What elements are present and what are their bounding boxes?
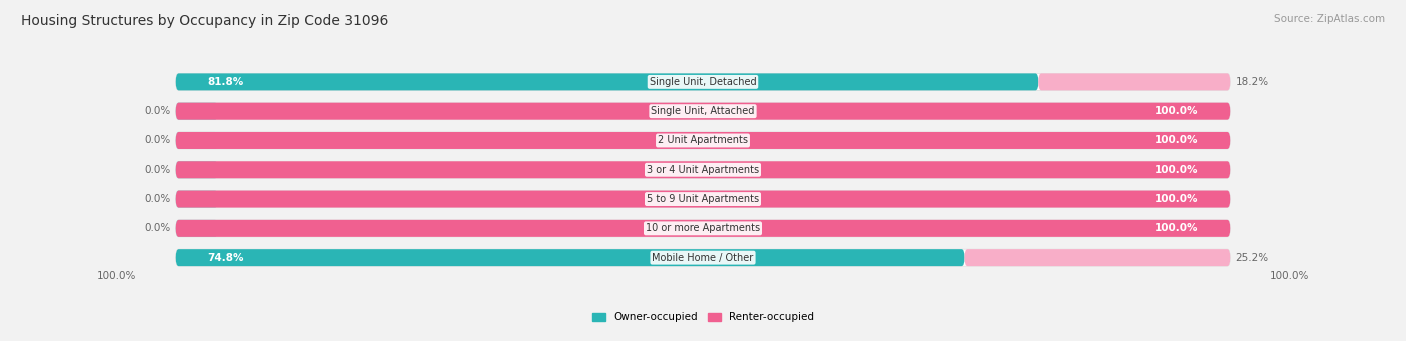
Text: 18.2%: 18.2% xyxy=(1236,77,1268,87)
FancyBboxPatch shape xyxy=(176,132,1230,149)
FancyBboxPatch shape xyxy=(176,249,1230,266)
Text: Single Unit, Attached: Single Unit, Attached xyxy=(651,106,755,116)
FancyBboxPatch shape xyxy=(176,191,218,208)
FancyBboxPatch shape xyxy=(176,161,218,178)
Text: 0.0%: 0.0% xyxy=(145,165,170,175)
Text: Housing Structures by Occupancy in Zip Code 31096: Housing Structures by Occupancy in Zip C… xyxy=(21,14,388,28)
Text: 5 to 9 Unit Apartments: 5 to 9 Unit Apartments xyxy=(647,194,759,204)
FancyBboxPatch shape xyxy=(176,220,218,237)
Text: 100.0%: 100.0% xyxy=(1156,135,1198,146)
FancyBboxPatch shape xyxy=(176,191,1230,208)
Text: 10 or more Apartments: 10 or more Apartments xyxy=(645,223,761,233)
FancyBboxPatch shape xyxy=(176,103,1230,120)
Text: 25.2%: 25.2% xyxy=(1236,253,1268,263)
FancyBboxPatch shape xyxy=(176,191,1230,208)
FancyBboxPatch shape xyxy=(176,73,1230,90)
FancyBboxPatch shape xyxy=(1039,73,1230,90)
FancyBboxPatch shape xyxy=(176,220,1230,237)
FancyBboxPatch shape xyxy=(965,249,1230,266)
Text: Single Unit, Detached: Single Unit, Detached xyxy=(650,77,756,87)
Text: Mobile Home / Other: Mobile Home / Other xyxy=(652,253,754,263)
Text: 74.8%: 74.8% xyxy=(208,253,243,263)
Text: 100.0%: 100.0% xyxy=(1156,106,1198,116)
Text: Source: ZipAtlas.com: Source: ZipAtlas.com xyxy=(1274,14,1385,24)
FancyBboxPatch shape xyxy=(176,73,1039,90)
Text: 100.0%: 100.0% xyxy=(97,271,136,281)
FancyBboxPatch shape xyxy=(176,132,218,149)
Text: 81.8%: 81.8% xyxy=(208,77,243,87)
Text: 0.0%: 0.0% xyxy=(145,135,170,146)
Text: 100.0%: 100.0% xyxy=(1156,194,1198,204)
Text: 0.0%: 0.0% xyxy=(145,106,170,116)
Text: 100.0%: 100.0% xyxy=(1270,271,1309,281)
Legend: Owner-occupied, Renter-occupied: Owner-occupied, Renter-occupied xyxy=(592,312,814,323)
Text: 3 or 4 Unit Apartments: 3 or 4 Unit Apartments xyxy=(647,165,759,175)
Text: 0.0%: 0.0% xyxy=(145,223,170,233)
FancyBboxPatch shape xyxy=(176,103,218,120)
FancyBboxPatch shape xyxy=(176,161,1230,178)
FancyBboxPatch shape xyxy=(176,132,1230,149)
FancyBboxPatch shape xyxy=(176,220,1230,237)
FancyBboxPatch shape xyxy=(176,103,1230,120)
FancyBboxPatch shape xyxy=(176,161,1230,178)
Text: 100.0%: 100.0% xyxy=(1156,165,1198,175)
Text: 2 Unit Apartments: 2 Unit Apartments xyxy=(658,135,748,146)
Text: 0.0%: 0.0% xyxy=(145,194,170,204)
FancyBboxPatch shape xyxy=(176,249,965,266)
Text: 100.0%: 100.0% xyxy=(1156,223,1198,233)
